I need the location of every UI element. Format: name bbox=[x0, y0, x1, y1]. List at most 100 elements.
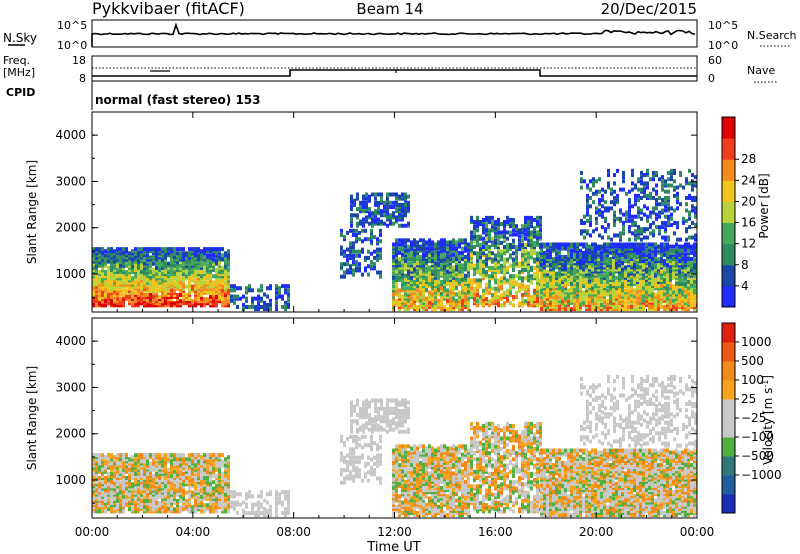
power-cell bbox=[143, 297, 146, 302]
power-cell bbox=[651, 290, 654, 295]
power-cell bbox=[467, 296, 470, 301]
power-cell bbox=[597, 290, 600, 295]
power-cell bbox=[425, 240, 428, 245]
power-cell bbox=[630, 269, 633, 274]
power-cell bbox=[512, 224, 515, 229]
power-cell bbox=[524, 217, 527, 222]
power-cell bbox=[663, 246, 666, 251]
power-cell bbox=[473, 245, 476, 250]
power-cell bbox=[158, 297, 161, 302]
power-cell bbox=[681, 292, 684, 297]
power-cell bbox=[669, 286, 672, 291]
power-cell bbox=[434, 244, 437, 249]
power-cell bbox=[368, 194, 371, 199]
power-cell bbox=[227, 292, 230, 297]
power-cell bbox=[615, 269, 618, 274]
velocity-cell bbox=[101, 488, 104, 493]
velocity-cell bbox=[92, 469, 95, 474]
power-cell bbox=[539, 220, 542, 225]
velocity-cell bbox=[104, 465, 107, 470]
power-cell bbox=[218, 299, 221, 304]
power-cell bbox=[113, 251, 116, 256]
power-cell bbox=[657, 282, 660, 287]
power-cell bbox=[200, 255, 203, 260]
power-cell bbox=[404, 257, 407, 262]
power-cell bbox=[619, 208, 622, 213]
power-cell bbox=[346, 230, 349, 235]
power-cell bbox=[440, 296, 443, 301]
power-cell bbox=[624, 246, 627, 251]
power-cell bbox=[373, 235, 376, 240]
power-cell bbox=[564, 244, 567, 249]
power-cell bbox=[361, 272, 364, 277]
power-cell bbox=[561, 302, 564, 307]
power-cell bbox=[640, 210, 643, 215]
power-cell bbox=[558, 261, 561, 266]
power-cell bbox=[681, 277, 684, 282]
power-cell bbox=[533, 249, 536, 254]
power-cell bbox=[536, 303, 539, 308]
power-cell bbox=[425, 254, 428, 259]
power-cell bbox=[449, 277, 452, 282]
power-cell bbox=[122, 251, 125, 256]
power-cell bbox=[549, 271, 552, 276]
power-cell bbox=[458, 307, 461, 312]
power-cell bbox=[524, 286, 527, 291]
power-cell bbox=[419, 263, 422, 268]
power-cell bbox=[633, 275, 636, 280]
power-cell bbox=[597, 284, 600, 289]
power-cell bbox=[422, 307, 425, 312]
power-cell bbox=[194, 303, 197, 308]
power-cell bbox=[491, 286, 494, 291]
power-cell bbox=[122, 295, 125, 300]
power-cell bbox=[470, 286, 473, 291]
power-cell bbox=[552, 246, 555, 251]
power-cell bbox=[612, 261, 615, 266]
power-cell bbox=[642, 248, 645, 253]
power-cell bbox=[425, 277, 428, 282]
power-cell bbox=[684, 269, 687, 274]
power-cell bbox=[473, 299, 476, 304]
power-cell bbox=[164, 299, 167, 304]
power-cell bbox=[182, 259, 185, 264]
power-cell bbox=[452, 277, 455, 282]
power-cell bbox=[576, 282, 579, 287]
power-cell bbox=[407, 275, 410, 280]
power-cell bbox=[446, 254, 449, 259]
power-cell bbox=[164, 270, 167, 275]
power-cell bbox=[564, 267, 567, 272]
power-cell bbox=[428, 296, 431, 301]
power-cell bbox=[379, 247, 382, 252]
power-cell bbox=[628, 237, 631, 242]
power-cell bbox=[589, 216, 592, 221]
power-cell bbox=[152, 280, 155, 285]
power-cell bbox=[343, 249, 346, 254]
power-cell bbox=[621, 290, 624, 295]
power-cell bbox=[690, 304, 693, 309]
power-cell bbox=[540, 248, 543, 253]
power-cell bbox=[607, 235, 610, 240]
power-cell bbox=[392, 284, 395, 289]
power-cell bbox=[158, 295, 161, 300]
power-cell bbox=[209, 253, 212, 258]
power-cell bbox=[482, 240, 485, 245]
power-cell bbox=[564, 292, 567, 297]
power-cell bbox=[676, 195, 679, 200]
power-cell bbox=[555, 254, 558, 259]
power-cell bbox=[684, 286, 687, 291]
power-cell bbox=[678, 300, 681, 305]
power-cell bbox=[395, 209, 398, 214]
power-cell bbox=[628, 225, 631, 230]
power-cell bbox=[624, 296, 627, 301]
power-cell bbox=[221, 270, 224, 275]
velocity-cell bbox=[134, 492, 137, 497]
power-cell bbox=[161, 261, 164, 266]
power-cell bbox=[670, 223, 673, 228]
power-cell bbox=[518, 274, 521, 279]
power-cell bbox=[586, 183, 589, 188]
power-cell bbox=[373, 255, 376, 260]
velocity-cell bbox=[116, 494, 119, 499]
power-cell bbox=[254, 304, 257, 309]
power-cell bbox=[552, 267, 555, 272]
power-cell bbox=[164, 261, 167, 266]
